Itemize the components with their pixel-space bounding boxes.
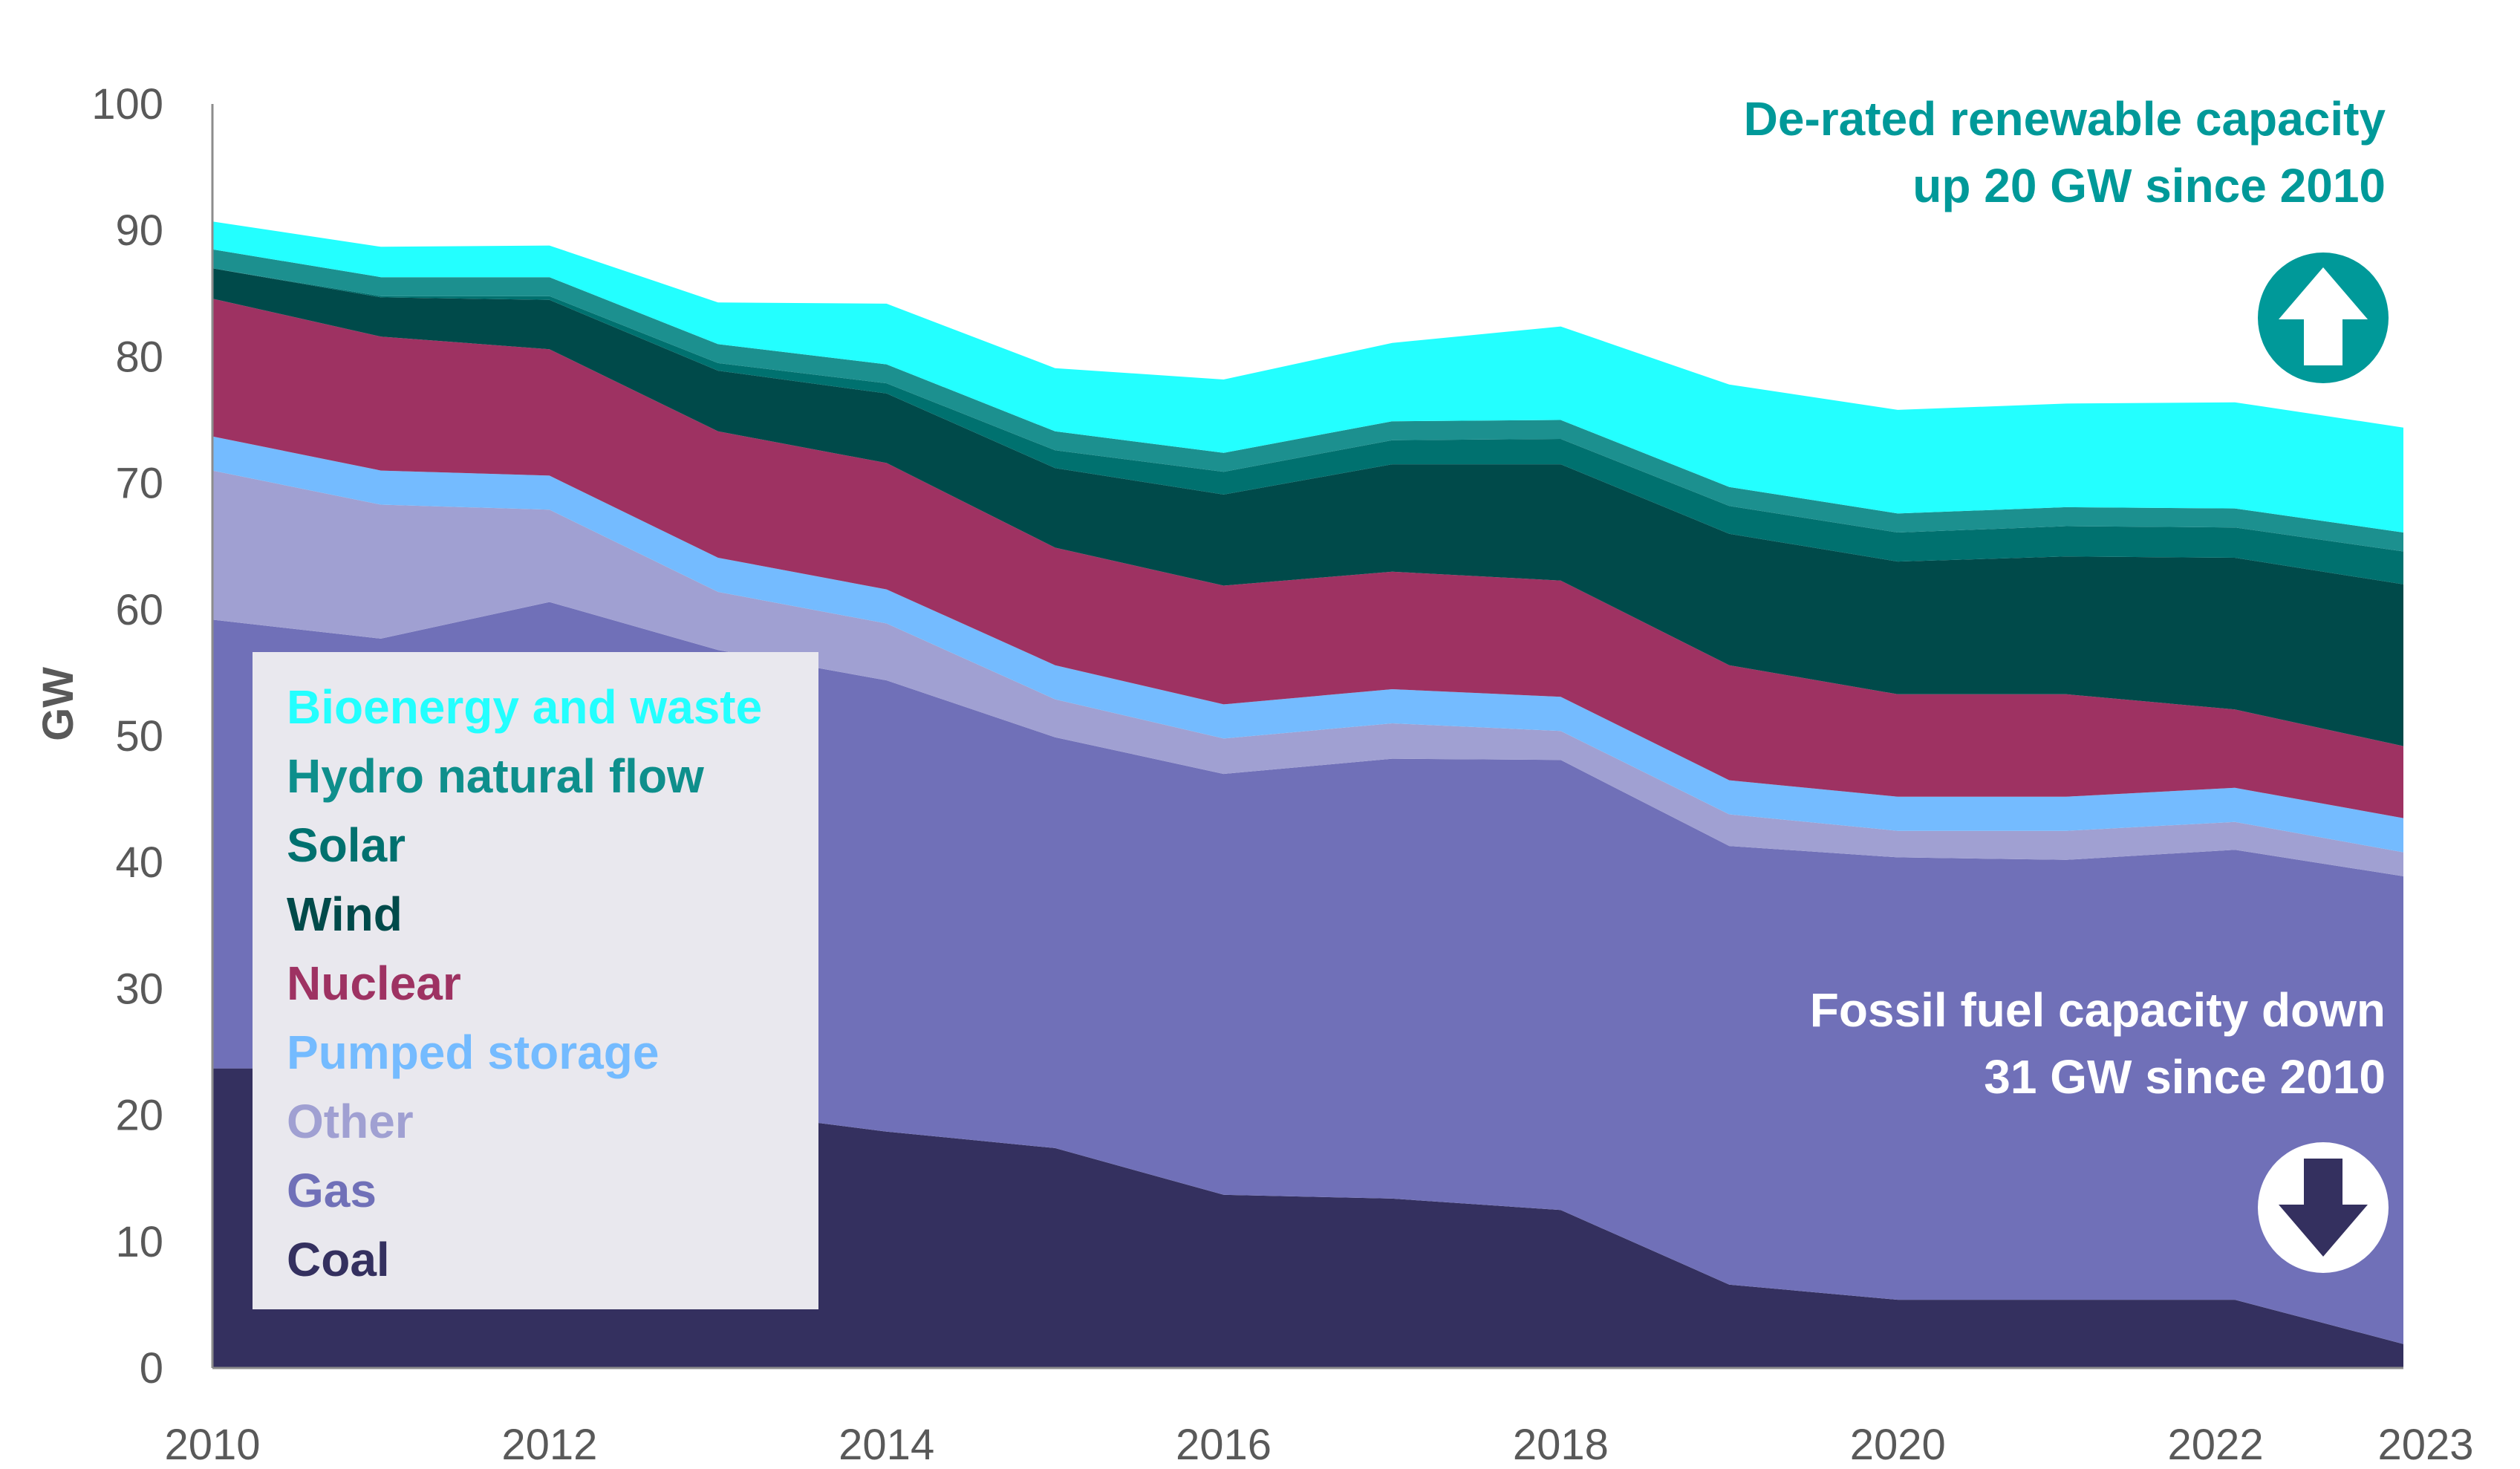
- legend-item-hydro-natural-flow: Hydro natural flow: [287, 749, 704, 803]
- y-tick-label: 40: [115, 838, 163, 887]
- y-tick-label: 10: [115, 1218, 163, 1266]
- y-tick-label: 50: [115, 712, 163, 760]
- area-hydro-natural-flow: [212, 249, 2403, 552]
- x-tick-labels: 2010 2012 2014 2016 2018 2020 2022 2023: [164, 1421, 2473, 1469]
- area-solar: [212, 268, 2403, 584]
- area-nuclear: [212, 299, 2403, 818]
- arrow-down-circle-icon: [2258, 1142, 2389, 1273]
- y-tick-label: 90: [115, 206, 163, 255]
- y-tick-labels: 0 10 20 30 40 50 60 70 80 90 100: [91, 80, 163, 1393]
- x-tick-label: 2012: [501, 1421, 597, 1469]
- axes-group: [211, 104, 2403, 1369]
- renewable-annotation-line-1: De-rated renewable capacity: [1744, 92, 2386, 146]
- y-tick-label: 100: [91, 80, 163, 128]
- fossil-annotation-line-1: Fossil fuel capacity down: [1810, 983, 2386, 1037]
- area-series-group: [212, 221, 2403, 1368]
- area-wind: [212, 268, 2403, 746]
- arrow-up-circle-icon: [2258, 253, 2389, 383]
- y-tick-label: 70: [115, 460, 163, 508]
- x-tick-label: 2016: [1176, 1421, 1272, 1469]
- legend-item-nuclear: Nuclear: [287, 957, 461, 1010]
- legend: Bioenergy and waste Hydro natural flow Sol…: [253, 652, 818, 1309]
- legend-item-solar: Solar: [287, 818, 406, 872]
- fossil-annotation-line-2: 31 GW since 2010: [1984, 1050, 2386, 1104]
- legend-item-bioenergy-and-waste: Bioenergy and waste: [287, 680, 762, 734]
- area-pumped-storage: [212, 436, 2403, 853]
- legend-item-pumped-storage: Pumped storage: [287, 1026, 659, 1079]
- legend-box: [253, 652, 818, 1309]
- legend-item-other: Other: [287, 1095, 414, 1148]
- area-bioenergy-and-waste: [212, 221, 2403, 532]
- y-axis-title: GW: [34, 667, 82, 741]
- y-tick-label: 80: [115, 333, 163, 381]
- renewable-annotation-line-2: up 20 GW since 2010: [1912, 159, 2386, 212]
- legend-item-coal: Coal: [287, 1233, 390, 1286]
- x-tick-label: 2023: [2377, 1421, 2473, 1469]
- annotations-group: De-rated renewable capacity up 20 GW sin…: [1744, 92, 2389, 1273]
- x-tick-label: 2020: [1850, 1421, 1946, 1469]
- renewable-annotation: De-rated renewable capacity up 20 GW sin…: [1744, 92, 2389, 383]
- area-other: [212, 470, 2403, 876]
- y-tick-label: 60: [115, 586, 163, 634]
- legend-item-wind: Wind: [287, 887, 403, 941]
- fossil-annotation: Fossil fuel capacity down 31 GW since 20…: [1810, 983, 2389, 1273]
- x-tick-label: 2022: [2168, 1421, 2264, 1469]
- y-tick-label: 20: [115, 1092, 163, 1140]
- x-tick-label: 2018: [1513, 1421, 1609, 1469]
- legend-item-gas: Gas: [287, 1164, 377, 1217]
- y-tick-label: 0: [140, 1344, 163, 1393]
- y-tick-label: 30: [115, 965, 163, 1013]
- x-tick-label: 2014: [839, 1421, 934, 1469]
- x-tick-label: 2010: [164, 1421, 260, 1469]
